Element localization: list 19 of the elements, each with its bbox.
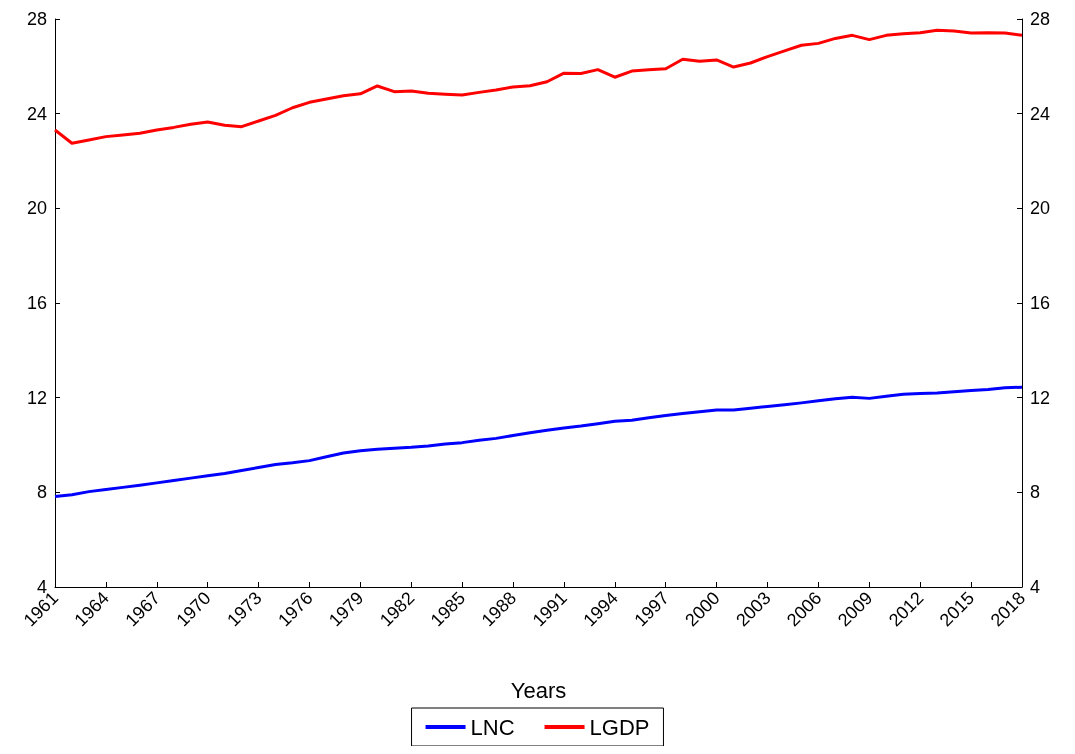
y-tick-label: 16 [26,293,47,313]
y-tick-label: 24 [26,103,47,124]
y2-tick-label: 16 [1030,293,1051,313]
y-tick-label: 12 [26,387,47,408]
y2-tick-label: 8 [1030,482,1041,503]
legend-label: LGDP [589,714,650,740]
y2-tick-label: 12 [1030,387,1051,408]
line-series [53,385,1024,499]
y-tick-label: 8 [36,482,47,503]
y2-tick-label: 20 [1030,198,1051,219]
y2-tick-label: 28 [1030,9,1051,29]
y-tick-label: 4 [36,577,47,597]
y-tick-label: 28 [26,9,47,29]
y2-tick-label: 4 [1030,577,1041,597]
line-series [53,28,1024,145]
y2-tick-label: 24 [1030,103,1051,124]
x-axis-title: Years [510,677,567,703]
y-tick-label: 20 [26,198,47,219]
legend-label: LNC [470,714,515,740]
